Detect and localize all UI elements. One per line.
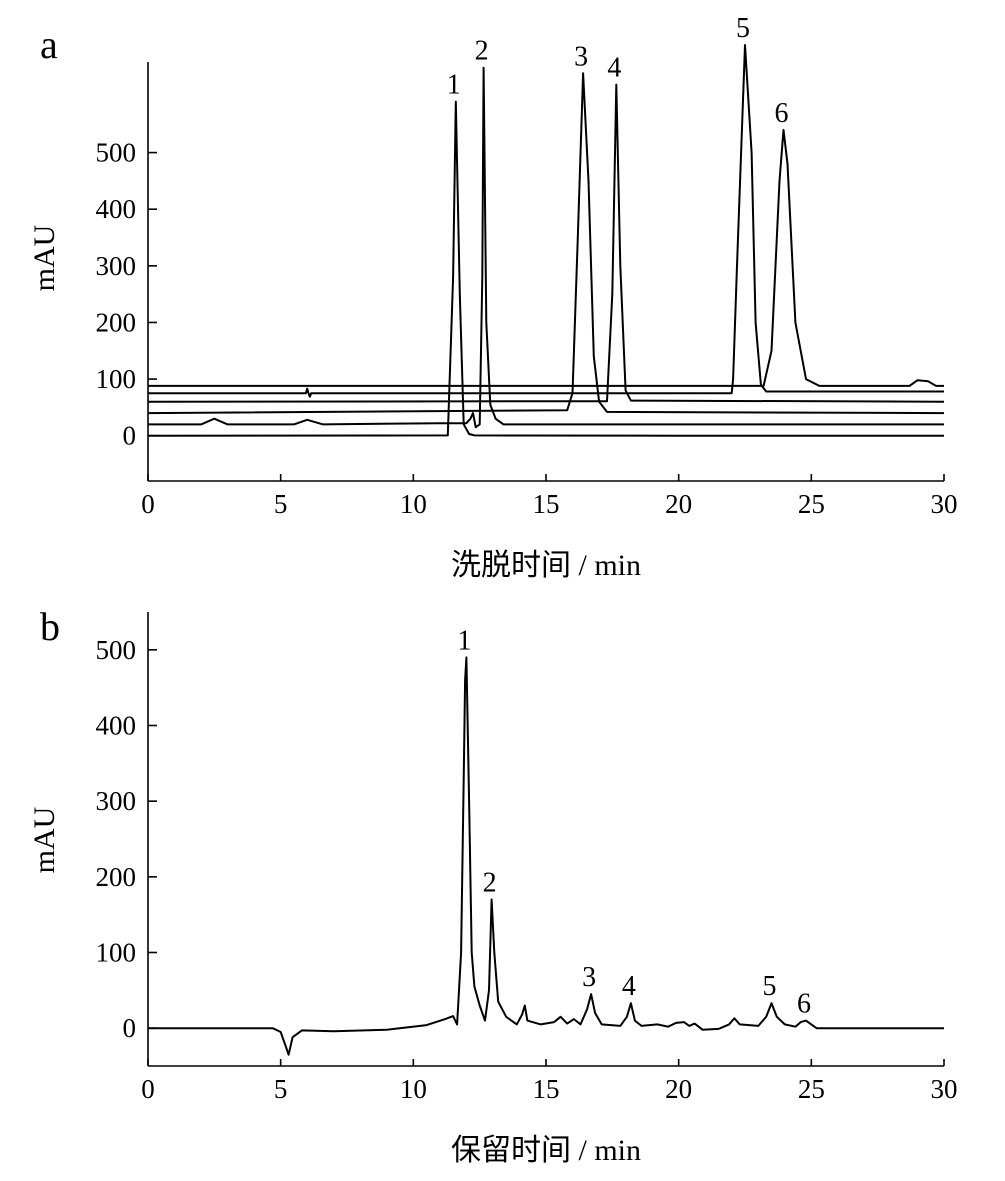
panel-b-x-tick-label: 30 xyxy=(931,1074,958,1104)
panel-b-peak-label-2: 2 xyxy=(483,868,497,899)
panel-a-y-tick-label: 200 xyxy=(96,307,137,337)
panel-a-x-tick-label: 15 xyxy=(533,489,560,519)
panel-b-peak-labels: 123 4 56 xyxy=(457,625,811,1019)
panel-b-label: b xyxy=(40,604,60,649)
panel-a-trace-2 xyxy=(148,66,944,429)
panel-a-peak-label-6: 6 xyxy=(774,98,788,129)
panel-a-x-tick-label: 10 xyxy=(400,489,427,519)
panel-b-x-axis-title: 保留时间 / min xyxy=(451,1134,641,1167)
panel-a-label: a xyxy=(40,22,58,67)
panel-b-trace-1 xyxy=(148,656,944,1056)
panel-a-traces xyxy=(147,44,945,437)
panel-a-x-tick-label: 5 xyxy=(274,489,288,519)
panel-a-x-tick-label: 30 xyxy=(931,489,958,519)
panel-b-peak-label-4: 4 xyxy=(622,971,636,1002)
panel-a-trace-6 xyxy=(148,128,944,387)
panel-b-peak-label-5: 5 xyxy=(763,971,777,1002)
panel-b-peak-label-6: 6 xyxy=(797,989,811,1020)
panel-a-x-tick-label: 25 xyxy=(798,489,825,519)
panel-a-trace-3 xyxy=(147,72,945,415)
panel-b-y-tick-label: 500 xyxy=(96,635,137,665)
panel-b-peak-label-1: 1 xyxy=(457,625,471,656)
panel-b-y-axis-title: mAU xyxy=(28,806,61,873)
panel-a-y-tick-label: 300 xyxy=(96,251,137,281)
panel-b-x-tick-label: 5 xyxy=(274,1074,288,1104)
panel-a-x-tick-label: 20 xyxy=(665,489,692,519)
panel-a-trace-5 xyxy=(148,44,944,398)
panel-b-y-tick-label: 300 xyxy=(96,786,137,816)
panel-a-peak-label-4: 4 xyxy=(607,53,621,84)
panel-b-y-tick-label: 200 xyxy=(96,862,137,892)
panel-b-y-tick-label: 0 xyxy=(123,1013,137,1043)
panel-a-trace-1 xyxy=(147,100,944,437)
panel-b-traces xyxy=(148,656,944,1056)
panel-a-peak-label-2: 2 xyxy=(475,36,489,67)
panel-a-y-axis-title: mAU xyxy=(28,224,61,291)
panel-a-x-tick-label: 0 xyxy=(141,489,155,519)
panel-a-peak-label-5: 5 xyxy=(736,13,750,44)
panel-b-x-tick-label: 0 xyxy=(141,1074,155,1104)
panel-b-y-tick-label: 100 xyxy=(96,938,137,968)
panel-b-x-tick-label: 25 xyxy=(798,1074,825,1104)
panel-b-y-tick-label: 400 xyxy=(96,711,137,741)
panel-a-peak-labels: 12 3 456 xyxy=(447,13,789,129)
panel-a-y-tick-label: 400 xyxy=(96,194,137,224)
panel-b-x-tick-label: 15 xyxy=(533,1074,560,1104)
panel-b-peak-label-3: 3 xyxy=(582,962,596,993)
panel-a-peak-label-1: 1 xyxy=(447,70,461,101)
panel-a-y-ticks: 0 100 200 300 400 500 xyxy=(96,138,157,451)
panel-b-x-tick-label: 10 xyxy=(400,1074,427,1104)
panel-b-x-tick-label: 20 xyxy=(665,1074,692,1104)
panel-b-x-ticks: 0 5 10 15 20 25 30 xyxy=(141,1059,958,1104)
panel-a-y-tick-label: 100 xyxy=(96,364,137,394)
panel-a-y-tick-label: 0 xyxy=(123,421,137,451)
panel-a-x-ticks: 0 5 10 15 20 25 30 xyxy=(141,474,958,519)
panel-b-y-ticks: 0 100 200 300 400 500 xyxy=(96,635,157,1043)
panel-a-x-axis-title: 洗脱时间 / min xyxy=(451,549,641,582)
panel-a-trace-4 xyxy=(147,83,945,403)
panel-a-y-tick-label: 500 xyxy=(96,138,137,168)
panel-a-peak-label-3: 3 xyxy=(574,41,588,72)
